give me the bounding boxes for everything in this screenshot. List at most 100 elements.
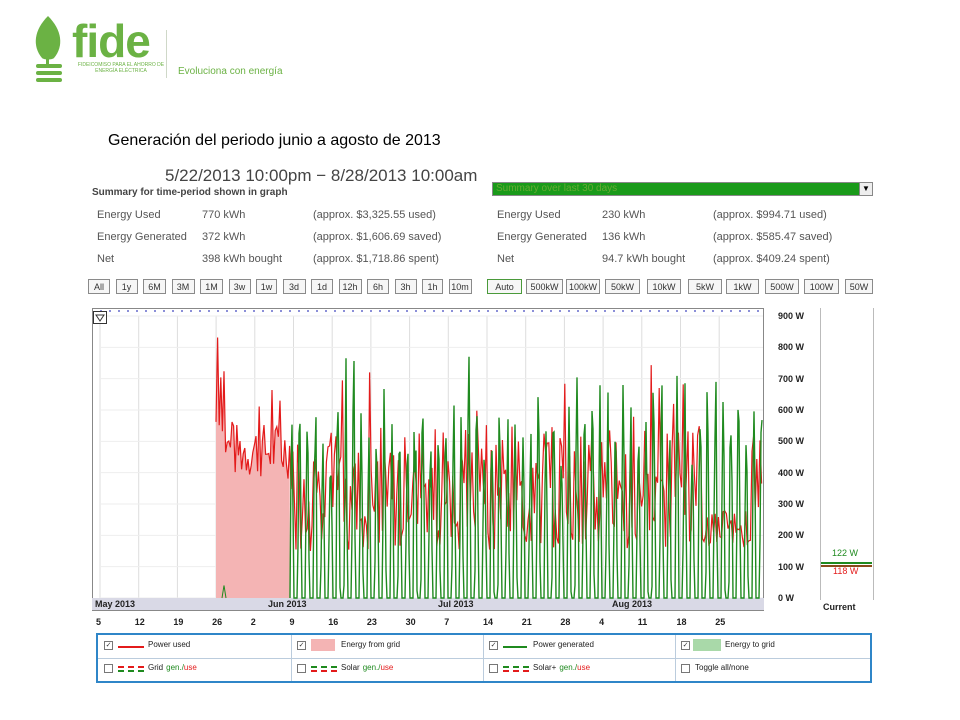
scale-button-50kw[interactable]: 50kW [605, 279, 640, 294]
gen-use-swatch [503, 670, 529, 672]
scale-button-auto[interactable]: Auto [487, 279, 522, 294]
x-tick-label: 4 [599, 617, 605, 627]
time-button-10m[interactable]: 10m [448, 279, 472, 294]
legend-suffix: gen./use [363, 663, 394, 672]
current-generated-value: 122 W [832, 548, 859, 558]
gen-use-swatch [118, 670, 144, 672]
legend-suffix-gen: gen./ [362, 663, 381, 672]
legend-checkbox[interactable]: ✓ [681, 641, 690, 650]
summary-period-selected: Summary over last 30 days [496, 183, 618, 194]
time-button-6h[interactable]: 6h [367, 279, 389, 294]
scale-button-100kw[interactable]: 100kW [566, 279, 600, 294]
month-label: Jul 2013 [438, 599, 474, 609]
summary30-value: 136 kWh [602, 231, 646, 243]
summary-note: (approx. $3,325.55 used) [313, 209, 436, 221]
legend-label-5: Solar gen./use [341, 663, 394, 672]
gen-use-swatch [311, 670, 337, 672]
legend-suffix-use: use [577, 663, 591, 672]
x-tick-label: 28 [560, 617, 571, 627]
x-tick-label: 19 [173, 617, 184, 627]
scale-button-100w[interactable]: 100W [804, 279, 839, 294]
x-tick-label: 23 [366, 617, 377, 627]
x-tick-label: 26 [212, 617, 223, 627]
x-tick-label: 12 [134, 617, 145, 627]
energy-from-grid-area [216, 593, 290, 598]
legend-suffix: gen./use [166, 663, 197, 672]
scale-button-500w[interactable]: 500W [765, 279, 799, 294]
summary30-label: Net [497, 253, 515, 265]
x-tick-label: 7 [444, 617, 450, 627]
time-button-1m[interactable]: 1M [200, 279, 223, 294]
x-tick-label: 30 [405, 617, 416, 627]
summary30-label: Energy Used [497, 209, 561, 221]
x-tick-label: 18 [676, 617, 687, 627]
time-button-3d[interactable]: 3d [282, 279, 306, 294]
time-button-3h[interactable]: 3h [394, 279, 417, 294]
power-generated-series [289, 356, 763, 599]
y-tick-label: 900 W [778, 311, 805, 321]
y-tick-label: 300 W [778, 499, 805, 509]
legend-checkbox[interactable]: ✓ [489, 641, 498, 650]
time-button-1d[interactable]: 1d [311, 279, 333, 294]
legend-checkbox[interactable] [297, 664, 306, 673]
legend-checkbox[interactable]: ✓ [104, 641, 113, 650]
time-button-6m[interactable]: 6M [143, 279, 166, 294]
legend-divider [98, 658, 870, 659]
y-tick-label: 200 W [778, 530, 805, 541]
scale-button-50w[interactable]: 50W [845, 279, 873, 294]
brand-name: fide [72, 15, 151, 67]
y-tick-label: 700 W [778, 373, 805, 384]
legend-label-4: Grid gen./use [148, 663, 197, 672]
summary-label: Energy Used [97, 209, 161, 221]
summary-note: (approx. $1,718.86 spent) [313, 253, 439, 265]
legend-checkbox[interactable] [104, 664, 113, 673]
x-tick-label: 16 [328, 617, 339, 627]
chevron-down-icon[interactable]: ▼ [859, 183, 872, 195]
current-line-used [821, 565, 872, 567]
x-tick-label: 25 [715, 617, 726, 627]
legend-label-6: Solar+ gen./use [533, 663, 591, 672]
legend-checkbox[interactable] [489, 664, 498, 673]
summary-value: 372 kWh [202, 231, 246, 243]
time-button-3w[interactable]: 3w [228, 279, 251, 294]
summary30-note: (approx. $409.24 spent) [713, 253, 830, 265]
scale-button-1kw[interactable]: 1kW [726, 279, 759, 294]
x-tick-label: 9 [289, 617, 295, 627]
time-button-3m[interactable]: 3M [171, 279, 195, 294]
scale-button-5kw[interactable]: 5kW [688, 279, 722, 294]
time-button-12h[interactable]: 12h [338, 279, 362, 294]
date-range: 5/22/2013 10:00pm − 8/28/2013 10:00am [165, 166, 478, 185]
brand-divider [166, 30, 167, 78]
x-tick-label: 5 [96, 617, 102, 627]
chart-menu-icon[interactable] [93, 311, 107, 324]
legend-label-7: Toggle all/none [695, 663, 749, 672]
y-tick-label: 500 W [778, 436, 805, 447]
gen-use-swatch [118, 666, 144, 668]
power-generated-swatch [503, 646, 527, 648]
time-button-1y[interactable]: 1y [115, 279, 138, 294]
legend-checkbox[interactable]: ✓ [297, 641, 306, 650]
time-button-1w[interactable]: 1w [256, 279, 277, 294]
current-label: Current [823, 602, 856, 612]
legend-checkbox[interactable] [681, 664, 690, 673]
summary-heading: Summary for time-period shown in graph [92, 187, 288, 198]
legend-suffix-gen: gen./ [559, 663, 578, 672]
gen-use-swatch [311, 666, 337, 668]
legend-suffix: gen./use [559, 663, 590, 672]
x-tick-label: 11 [637, 617, 648, 627]
y-tick-label: 100 W [778, 561, 805, 572]
summary30-note: (approx. $994.71 used) [713, 209, 827, 221]
scale-button-500kw[interactable]: 500kW [526, 279, 563, 294]
x-tick-label: 21 [521, 617, 532, 627]
summary30-note: (approx. $585.47 saved) [713, 231, 833, 243]
time-button-all[interactable]: All [88, 279, 110, 294]
scale-button-10kw[interactable]: 10kW [647, 279, 681, 294]
month-label: Aug 2013 [612, 599, 653, 609]
slide-title: Generación del periodo junio a agosto de… [108, 132, 441, 149]
time-button-1h[interactable]: 1h [422, 279, 443, 294]
brand-subtitle: FIDEICOMISO PARA EL AHORRO DE ENERGÍA EL… [77, 62, 165, 74]
y-tick-label: 0 W [778, 593, 795, 603]
x-tick-label: 14 [483, 617, 494, 627]
summary-period-select[interactable] [492, 182, 873, 196]
summary30-value: 230 kWh [602, 209, 646, 221]
